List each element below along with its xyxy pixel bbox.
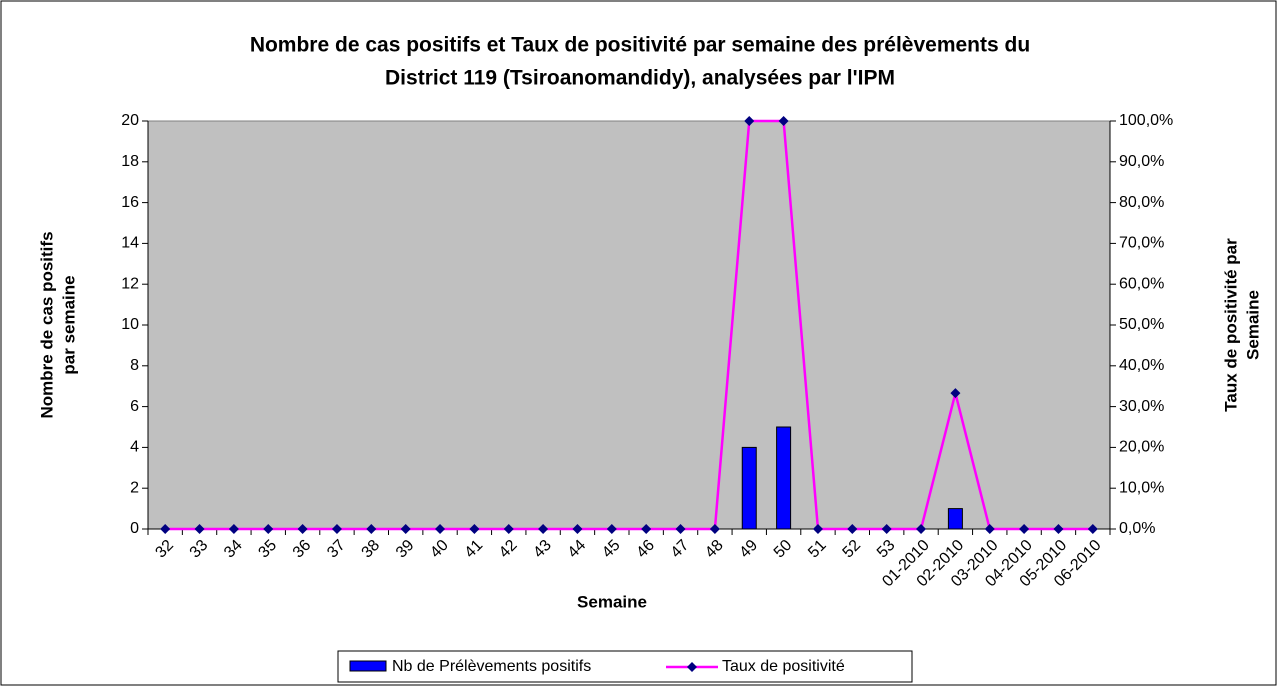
y2-tick-label: 90,0% bbox=[1119, 153, 1164, 170]
y2-tick-label: 80,0% bbox=[1119, 194, 1164, 211]
line-marker bbox=[228, 524, 239, 534]
y-tick-label: 16 bbox=[121, 194, 139, 211]
line-marker bbox=[297, 524, 308, 534]
line-marker bbox=[641, 524, 652, 534]
y-tick-label: 14 bbox=[121, 235, 139, 252]
y2-tick-label: 40,0% bbox=[1119, 357, 1164, 374]
bar bbox=[776, 426, 792, 530]
legend-marker bbox=[687, 662, 697, 672]
line bbox=[165, 119, 1093, 531]
legend-label: Taux de positivité bbox=[722, 658, 845, 675]
y2-tick-label: 70,0% bbox=[1119, 235, 1164, 252]
line-marker bbox=[916, 524, 927, 534]
line-marker bbox=[709, 524, 720, 534]
chart-title: District 119 (Tsiroanomandidy), analysée… bbox=[385, 67, 895, 90]
y-axis-title: par semaine bbox=[59, 275, 78, 374]
line-marker bbox=[331, 524, 342, 534]
line-marker bbox=[606, 524, 617, 534]
line-marker bbox=[469, 524, 480, 534]
y-tick-label: 2 bbox=[130, 479, 139, 496]
legend bbox=[337, 650, 913, 683]
y2-tick-label: 50,0% bbox=[1119, 316, 1164, 333]
legend-label: Nb de Prélèvements positifs bbox=[392, 658, 591, 675]
y2-tick-label: 30,0% bbox=[1119, 398, 1164, 415]
y2-tick-label: 0,0% bbox=[1119, 520, 1155, 537]
line-marker bbox=[847, 524, 858, 534]
y-tick-label: 4 bbox=[130, 439, 139, 456]
line-marker bbox=[400, 524, 411, 534]
line-marker bbox=[1087, 524, 1098, 534]
y-tick-label: 20 bbox=[121, 112, 139, 129]
line-marker bbox=[160, 524, 171, 534]
bar bbox=[741, 446, 757, 530]
y2-tick-label: 60,0% bbox=[1119, 275, 1164, 292]
line-marker bbox=[950, 388, 961, 399]
bar bbox=[947, 508, 963, 530]
line-marker bbox=[366, 524, 377, 534]
line-marker bbox=[778, 116, 789, 126]
line-marker bbox=[194, 524, 205, 534]
plot-area bbox=[147, 120, 1111, 530]
line-marker bbox=[1053, 524, 1064, 534]
y2-tick-label: 20,0% bbox=[1119, 439, 1164, 456]
y-tick-label: 0 bbox=[130, 520, 139, 537]
y2-tick-label: 10,0% bbox=[1119, 479, 1164, 496]
line-marker bbox=[675, 524, 686, 534]
line-marker bbox=[1019, 524, 1030, 534]
line-marker bbox=[984, 524, 995, 534]
line-marker bbox=[881, 524, 892, 534]
y2-tick-label: 100,0% bbox=[1119, 112, 1173, 129]
line-marker bbox=[812, 524, 823, 534]
y-tick-label: 8 bbox=[130, 357, 139, 374]
line-marker bbox=[572, 524, 583, 534]
y2-axis-title: Taux de positivité par bbox=[1221, 238, 1240, 412]
y-tick-label: 10 bbox=[121, 316, 139, 333]
y-tick-label: 12 bbox=[121, 275, 139, 292]
y2-axis-title: Semaine bbox=[1243, 290, 1262, 360]
y-axis-title: Nombre de cas positifs bbox=[37, 231, 56, 418]
line-marker bbox=[263, 524, 274, 534]
legend-swatch bbox=[349, 660, 387, 672]
line-marker bbox=[538, 524, 549, 534]
line-marker bbox=[503, 524, 514, 534]
y-tick-label: 18 bbox=[121, 153, 139, 170]
chart-title: Nombre de cas positifs et Taux de positi… bbox=[250, 34, 1030, 57]
x-axis-title: Semaine bbox=[577, 592, 647, 611]
line-marker bbox=[744, 116, 755, 126]
y-tick-label: 6 bbox=[130, 398, 139, 415]
line-marker bbox=[435, 524, 446, 534]
